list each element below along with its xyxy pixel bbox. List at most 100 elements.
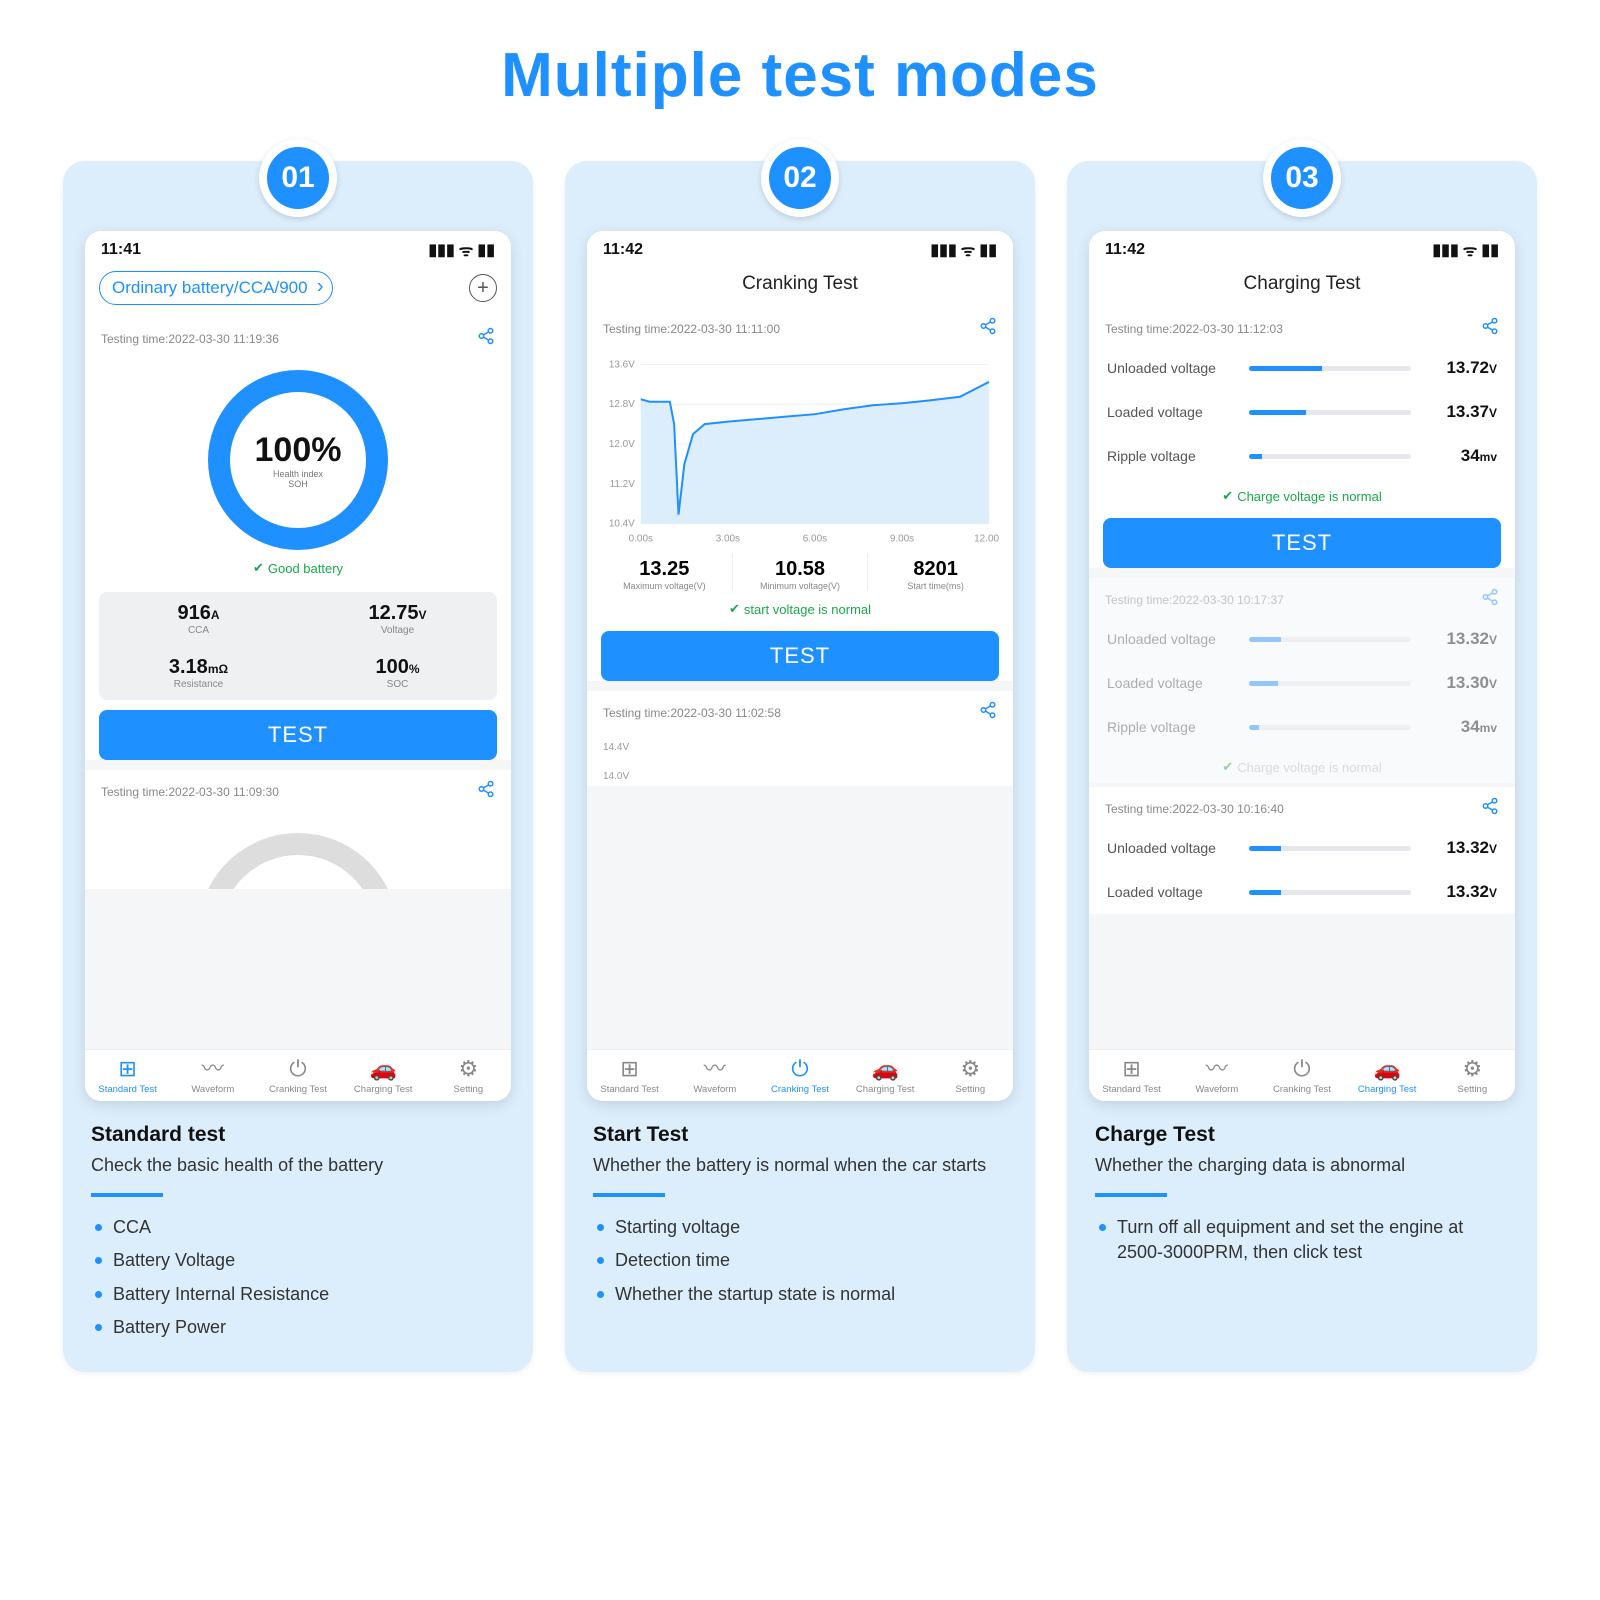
status-bar: 11:42 ▮▮▮ ᯤ ▮▮ (1089, 231, 1515, 265)
stat-row: Ripple voltage34mv (1089, 705, 1515, 749)
svg-text:0.00s: 0.00s (629, 534, 653, 545)
tab-label: Charging Test (856, 1084, 914, 1095)
status-icons: ▮▮▮ ᯤ ▮▮ (930, 239, 997, 261)
test-button[interactable]: TEST (1103, 518, 1501, 568)
tab-waveform[interactable]: 〰Waveform (672, 1058, 757, 1095)
share-icon[interactable] (1481, 797, 1499, 820)
status-bar: 11:42 ▮▮▮ ᯤ ▮▮ (587, 231, 1013, 265)
phone-1: 11:41 ▮▮▮ ᯤ ▮▮ Ordinary battery/CCA/900 … (85, 231, 511, 1101)
bullet-item: Battery Voltage (91, 1244, 505, 1277)
tab-icon: ⚙ (458, 1058, 478, 1080)
tab-charging-test[interactable]: 🚗Charging Test (1345, 1058, 1430, 1095)
status-time: 11:42 (603, 241, 643, 259)
testing-time: Testing time:2022-03-30 11:12:03 (1105, 322, 1283, 336)
testing-time: Testing time:2022-03-30 11:11:00 (603, 322, 780, 336)
health-ring: 100% Health indexSOH ✔Good battery (85, 356, 511, 584)
tab-icon: ⚙ (1462, 1058, 1482, 1080)
desc-title: Start Test (593, 1123, 1007, 1147)
tab-icon: ⊞ (620, 1058, 638, 1080)
stat-row: Unloaded voltage13.32V (1089, 826, 1515, 870)
tab-standard-test[interactable]: ⊞Standard Test (1089, 1058, 1174, 1095)
good-battery-label: Good battery (268, 561, 343, 576)
phone-3: 11:42 ▮▮▮ ᯤ ▮▮ Charging Test Testing tim… (1089, 231, 1515, 1101)
status-icons: ▮▮▮ ᯤ ▮▮ (1432, 239, 1499, 261)
desc-text: Check the basic health of the battery (91, 1153, 505, 1177)
tab-label: Standard Test (600, 1084, 658, 1095)
tab-waveform[interactable]: 〰Waveform (1174, 1058, 1259, 1095)
share-icon[interactable] (979, 317, 997, 340)
tab-label: Waveform (191, 1084, 234, 1095)
normal-msg: start voltage is normal (744, 602, 871, 617)
test-button[interactable]: TEST (601, 631, 999, 681)
tab-standard-test[interactable]: ⊞Standard Test (85, 1058, 170, 1095)
tab-icon: ⏻ (1293, 1058, 1310, 1080)
tab-cranking-test[interactable]: ⏻Cranking Test (1259, 1058, 1344, 1095)
columns: 01 11:41 ▮▮▮ ᯤ ▮▮ Ordinary battery/CCA/9… (60, 161, 1540, 1372)
status-time: 11:41 (101, 241, 141, 259)
tabbar-1: ⊞Standard Test〰Waveform⏻Cranking Test🚗Ch… (85, 1049, 511, 1101)
status-time: 11:42 (1105, 241, 1145, 259)
tab-label: Setting (454, 1084, 484, 1095)
column-2: 02 11:42 ▮▮▮ ᯤ ▮▮ Cranking Test Testing … (565, 161, 1035, 1372)
tab-cranking-test[interactable]: ⏻Cranking Test (757, 1058, 842, 1095)
tab-setting[interactable]: ⚙Setting (1430, 1058, 1515, 1095)
topbar: Ordinary battery/CCA/900 + (85, 265, 511, 317)
screen-title: Cranking Test (587, 265, 1013, 307)
metric-cell: 13.25Maximum voltage(V) (597, 554, 732, 591)
tab-standard-test[interactable]: ⊞ Standard Test (587, 1058, 672, 1095)
svg-text:13.6V: 13.6V (609, 359, 635, 370)
svg-text:12.0V: 12.0V (609, 439, 635, 450)
page-title: Multiple test modes (60, 40, 1540, 111)
tab-cranking-test[interactable]: ⏻Cranking Test (255, 1058, 340, 1095)
tab-icon: ⏻ (289, 1058, 306, 1080)
share-icon[interactable] (1481, 588, 1499, 611)
desc-1: Standard test Check the basic health of … (85, 1101, 511, 1344)
share-icon[interactable] (477, 780, 495, 803)
share-icon[interactable] (1481, 317, 1499, 340)
stat-row: Unloaded voltage13.72V (1089, 346, 1515, 390)
tab-icon: ⚙ (960, 1058, 980, 1080)
normal-msg: Charge voltage is normal (1237, 760, 1382, 775)
metric-cell: 8201Start time(ms) (867, 554, 1003, 591)
tab-waveform[interactable]: 〰Waveform (170, 1058, 255, 1095)
add-button[interactable]: + (469, 274, 497, 302)
svg-text:12.8V: 12.8V (609, 399, 635, 410)
tab-setting[interactable]: ⚙Setting (928, 1058, 1013, 1095)
bullet-item: Starting voltage (593, 1211, 1007, 1244)
testing-time: Testing time:2022-03-30 11:19:36 (101, 332, 279, 346)
tab-setting[interactable]: ⚙ Setting (426, 1058, 511, 1095)
badge-3: 03 (1263, 139, 1341, 217)
battery-type-chip[interactable]: Ordinary battery/CCA/900 (99, 271, 333, 305)
tab-label: Charging Test (354, 1084, 412, 1095)
battery-icon: ▮▮ (1481, 240, 1499, 260)
normal-msg: Charge voltage is normal (1237, 489, 1382, 504)
tab-charging-test[interactable]: 🚗Charging Test (843, 1058, 928, 1095)
battery-icon: ▮▮ (477, 240, 495, 260)
tab-icon: ⊞ (118, 1058, 136, 1080)
tab-charging-test[interactable]: 🚗Charging Test (341, 1058, 426, 1095)
phone-2: 11:42 ▮▮▮ ᯤ ▮▮ Cranking Test Testing tim… (587, 231, 1013, 1101)
tabbar-2: ⊞ Standard Test 〰Waveform⏻Cranking Test🚗Ch… (587, 1049, 1013, 1101)
desc-3: Charge Test Whether the charging data is… (1089, 1101, 1515, 1270)
desc-text: Whether the battery is normal when the c… (593, 1153, 1007, 1177)
screen-title: Charging Test (1089, 265, 1515, 307)
bullet-item: CCA (91, 1211, 505, 1244)
badge-2: 02 (761, 139, 839, 217)
svg-text:3.00s: 3.00s (716, 534, 740, 545)
testing-time: Testing time:2022-03-30 10:17:37 (1105, 593, 1284, 607)
desc-text: Whether the charging data is abnormal (1095, 1153, 1509, 1177)
share-icon[interactable] (979, 701, 997, 724)
check-icon: ✔ (729, 601, 740, 617)
status-icons: ▮▮▮ ᯤ ▮▮ (428, 239, 495, 261)
status-bar: 11:41 ▮▮▮ ᯤ ▮▮ (85, 231, 511, 265)
metrics-3: 13.25Maximum voltage(V)10.58Minimum volt… (587, 550, 1013, 591)
wifi-icon: ᯤ (1463, 239, 1478, 261)
signal-icon: ▮▮▮ (930, 240, 956, 260)
tab-label: Charging Test (1358, 1084, 1416, 1095)
metric-cell: 100%SOC (298, 646, 497, 700)
share-icon[interactable] (477, 327, 495, 350)
underline (1095, 1193, 1167, 1197)
stat-row: Loaded voltage13.32V (1089, 870, 1515, 914)
stat-row: Loaded voltage13.37V (1089, 390, 1515, 434)
test-button[interactable]: TEST (99, 710, 497, 760)
